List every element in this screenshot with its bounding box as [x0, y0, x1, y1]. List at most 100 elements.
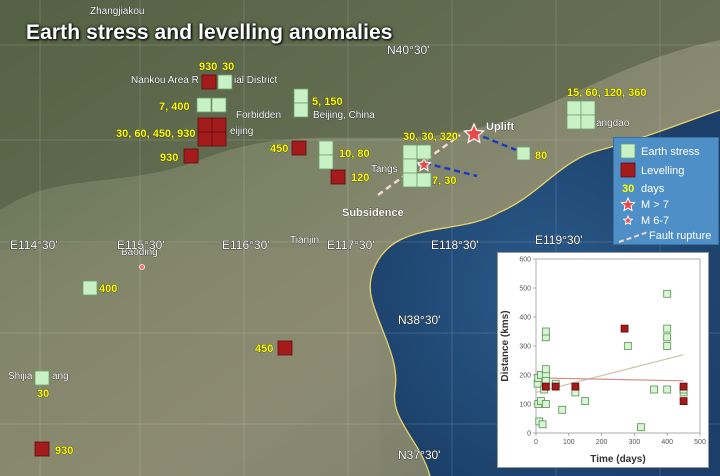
levelling-marker	[197, 131, 213, 147]
marker-label: 930	[199, 61, 217, 73]
coastline	[399, 109, 720, 241]
earth-stress-marker	[580, 100, 596, 116]
marker-label: 30, 30, 320	[403, 131, 458, 143]
earth-stress-marker	[318, 140, 334, 156]
legend-earth-stress-swatch	[620, 143, 636, 159]
marker-label: 30	[37, 388, 49, 400]
subsidence-label: Subsidence	[342, 207, 404, 219]
levelling-marker	[211, 117, 227, 133]
levelling-point	[679, 397, 688, 406]
y-tick-label: 500	[519, 286, 531, 293]
legend-m7-label: M > 7	[641, 199, 669, 211]
earth-stress-marker	[416, 144, 432, 160]
inset-chart: 0 100 200 300 400 500 0 100 200 300 400 500 600 Tim…	[497, 252, 709, 468]
earth-stress-marker	[318, 154, 334, 170]
earth-stress-point	[623, 342, 632, 350]
levelling-marker	[291, 140, 307, 156]
earth-stress-marker	[82, 280, 98, 296]
earth-stress-point	[558, 405, 567, 414]
coastline-south	[369, 239, 431, 476]
grid-label: N40°30'	[387, 43, 429, 57]
place-label: eijing	[230, 126, 253, 137]
earth-stress-point	[541, 365, 550, 374]
levelling-markers	[34, 74, 346, 457]
y-tick-label: 600	[519, 257, 531, 264]
earth-stress-marker	[516, 146, 531, 161]
legend-fault-label: Fault rupture	[649, 230, 711, 242]
y-tick-label: 300	[519, 344, 531, 351]
earth-stress-point	[581, 397, 590, 406]
place-label: Baoding	[121, 247, 158, 258]
marker-label: 400	[99, 283, 117, 295]
earth-stress-marker	[566, 114, 582, 130]
grid-label: E117°30'	[327, 238, 375, 252]
levelling-marker	[277, 340, 293, 356]
levelling-marker	[201, 74, 217, 90]
legend-m67-label: M 6-7	[641, 215, 669, 227]
marker-label: 7, 30	[432, 175, 456, 187]
marker-label: 15, 60, 120, 360	[567, 87, 647, 99]
x-tick-label: 400	[661, 439, 673, 446]
earth-stress-marker	[293, 102, 309, 118]
place-label: Nankou Area R	[131, 75, 199, 86]
place-label: Forbidden	[236, 110, 281, 121]
levelling-marker	[211, 131, 227, 147]
y-tick-label: 200	[519, 373, 531, 380]
y-tick-label: 400	[519, 315, 531, 322]
levelling-marker	[183, 148, 199, 164]
earth-stress-point	[541, 400, 550, 408]
fault-ruptures	[377, 131, 517, 197]
place-label: Tangs	[371, 164, 398, 175]
mountain-region	[0, 0, 720, 210]
place-label: Shijia	[8, 371, 33, 382]
place-label: Beijing, China	[313, 110, 375, 121]
earth-stress-markers	[34, 74, 596, 386]
fault-rupture-line	[473, 131, 517, 152]
x-tick-label: 100	[563, 439, 575, 446]
x-tick-label: 500	[694, 439, 706, 446]
legend-levelling-label: Levelling	[641, 165, 684, 177]
marker-label: 10, 80	[339, 148, 370, 160]
city-dot	[139, 264, 145, 270]
earth-stress-marker	[580, 114, 596, 130]
star-icon	[463, 122, 485, 144]
marker-label: 450	[270, 143, 288, 155]
y-tick-label: 0	[527, 431, 531, 438]
earth-stress-point	[538, 420, 547, 429]
marker-label: 30, 60, 450, 930	[116, 128, 196, 140]
levelling-marker	[34, 441, 50, 457]
earth-stress-marker	[211, 97, 227, 113]
map-title: Earth stress and levelling anomalies	[26, 21, 393, 44]
uplift-label: Uplift	[486, 121, 514, 133]
x-tick-label: 300	[629, 439, 641, 446]
grid-label: E115°30'	[117, 238, 165, 252]
levelling-marker	[197, 117, 213, 133]
marker-label: 930	[160, 152, 178, 164]
marker-label: 120	[351, 172, 369, 184]
grid-label: N37°30'	[398, 448, 440, 462]
marker-label: 30	[222, 61, 234, 73]
legend-levelling-swatch	[620, 162, 636, 178]
earth-stress-point	[663, 324, 672, 333]
earth-stress-point	[663, 342, 672, 350]
earth-stress-marker	[402, 144, 418, 160]
star-icon	[416, 156, 432, 172]
earth-stress-marker	[402, 158, 418, 174]
grid-label: E118°30'	[431, 238, 479, 252]
grid-label: N38°30'	[398, 313, 440, 327]
legend-days-unit: days	[641, 183, 665, 195]
legend-fault-swatch	[618, 231, 649, 243]
earth-stress-marker	[402, 172, 418, 188]
place-label: Tianjin	[290, 235, 319, 246]
levelling-point	[571, 382, 580, 391]
grid-label: E119°30'	[535, 233, 583, 247]
levelling-point	[541, 382, 550, 391]
earth-stress-marker	[34, 370, 50, 386]
fault-rupture-line	[377, 133, 461, 197]
place-label: ial District	[234, 75, 278, 86]
y-axis-label: Distance (kms)	[500, 310, 511, 381]
marker-label: 7, 400	[159, 101, 190, 113]
fault-rupture-line	[424, 161, 478, 178]
